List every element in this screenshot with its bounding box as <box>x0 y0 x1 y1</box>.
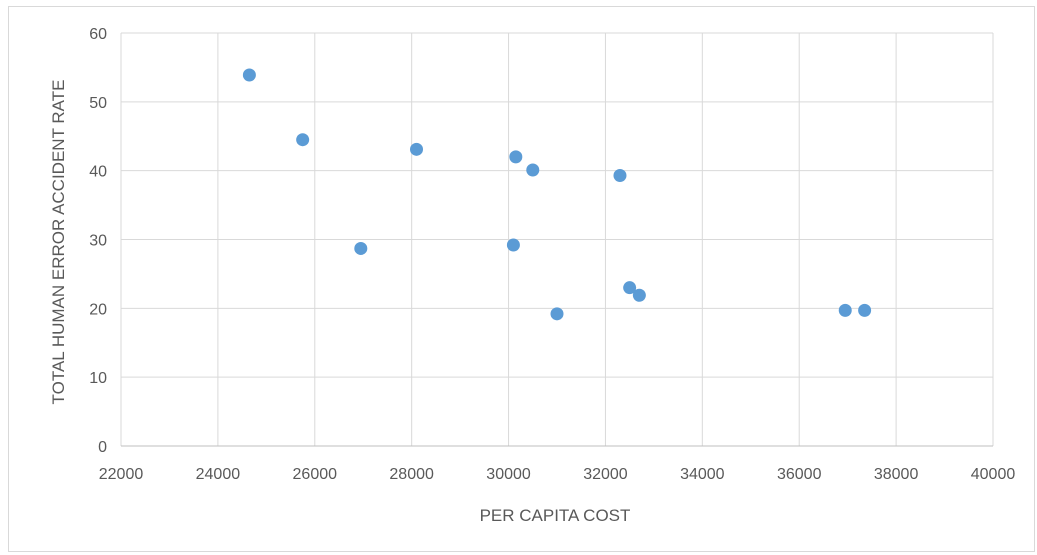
y-tick-label: 30 <box>89 233 107 250</box>
y-tick-label: 0 <box>98 439 107 456</box>
data-point <box>550 307 564 321</box>
x-tick-label: 28000 <box>389 466 434 483</box>
x-tick-label: 24000 <box>196 466 241 483</box>
x-tick-label: 36000 <box>777 466 822 483</box>
data-point <box>526 163 540 177</box>
y-tick-label: 20 <box>89 301 107 318</box>
y-axis-title: TOTAL HUMAN ERROR ACCIDENT RATE <box>49 80 68 405</box>
data-point <box>632 288 646 302</box>
data-point <box>838 303 852 317</box>
y-tick-labels: 0 10 20 30 40 50 60 <box>89 26 107 456</box>
x-tick-labels: 22000 24000 26000 28000 30000 32000 34000 36000… <box>99 466 1016 483</box>
data-point <box>354 241 368 255</box>
data-point <box>242 68 256 82</box>
grid-lines <box>120 32 994 446</box>
chart-frame <box>8 6 1035 552</box>
data-point <box>410 142 424 156</box>
y-tick-label: 50 <box>89 95 107 112</box>
x-axis-title: PER CAPITA COST <box>480 506 631 525</box>
data-point <box>613 168 627 182</box>
y-tick-label: 40 <box>89 164 107 181</box>
x-tick-label: 22000 <box>99 466 144 483</box>
x-tick-label: 34000 <box>680 466 725 483</box>
data-point <box>506 238 520 252</box>
data-points <box>242 68 872 321</box>
x-tick-label: 30000 <box>486 466 531 483</box>
x-tick-label: 38000 <box>874 466 919 483</box>
data-point <box>509 150 523 164</box>
x-tick-label: 26000 <box>293 466 338 483</box>
x-tick-label: 32000 <box>583 466 628 483</box>
data-point <box>296 133 310 147</box>
x-tick-label: 40000 <box>971 466 1016 483</box>
data-point <box>858 303 872 317</box>
y-tick-label: 60 <box>89 26 107 43</box>
data-point <box>623 281 637 295</box>
y-tick-label: 10 <box>89 370 107 387</box>
